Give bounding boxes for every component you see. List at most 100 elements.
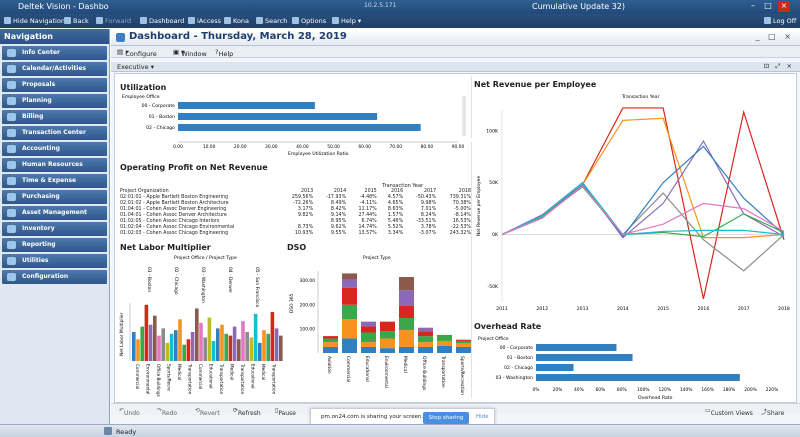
dso-bar-segment — [361, 346, 376, 353]
kona-button[interactable]: Kona — [224, 17, 249, 25]
help-link[interactable]: ? Help — [215, 48, 234, 58]
opt-value-cell: 10.93% — [294, 231, 314, 236]
sidebar-item-inventory[interactable]: Inventory — [2, 222, 107, 236]
dso-bar-segment — [399, 277, 414, 291]
sidebar-item-configuration[interactable]: Configuration — [2, 270, 107, 284]
custom-views-button[interactable]: ▭ Custom Views — [705, 407, 753, 417]
opt-value-cell: 9.55% — [330, 231, 347, 236]
utilization-tick: 90.00 — [452, 144, 465, 150]
window-titlebar: Deltek Vision - Dashbo 10.2.5.171 Cumula… — [0, 0, 800, 14]
hide-navigation-button[interactable]: Hide Navigation — [4, 17, 65, 25]
overhead-bar — [536, 374, 740, 381]
undo-button[interactable]: ↶ Undo — [119, 407, 140, 417]
logoff-button[interactable]: Log Off — [764, 17, 796, 25]
tab-executive-label: Executive — [117, 63, 149, 71]
table-row[interactable]: 01:04:01 - Cohen Assoc Denver Engineerin… — [118, 207, 473, 213]
opt-value-cell: 16.53% — [452, 219, 471, 224]
sidebar-item-planning[interactable]: Planning — [2, 94, 107, 108]
table-row[interactable]: 01:02:03 - Cohen Assoc Chicago Engineeri… — [118, 231, 473, 237]
utilization-xlabel: Employee Utilization Ratio — [288, 151, 349, 157]
dso-type-label: Educational — [364, 356, 370, 382]
nlm-bar — [169, 333, 174, 361]
pause-button[interactable]: ▯ Pause — [275, 407, 296, 417]
refresh-button[interactable]: ⟳ Refresh — [233, 407, 261, 417]
search-label: Search — [265, 17, 288, 25]
redo-button[interactable]: ↷ Redo — [157, 407, 178, 417]
sidebar-item-reporting[interactable]: Reporting — [2, 238, 107, 252]
minimize-icon[interactable]: – — [751, 1, 755, 10]
opt-org-cell: 02:01:02 - Apple Bartlett Boston Archite… — [120, 201, 229, 206]
overhead-chart: Project Office 00 - Corporate 01 - Boston 0… — [478, 336, 778, 401]
sidebar-item-billing[interactable]: Billing — [2, 110, 107, 124]
table-row[interactable]: 01:02:05 - Cohen Assoc Chicago Interiors… — [118, 219, 473, 225]
sidebar-item-info-center[interactable]: Info Center — [2, 46, 107, 60]
forward-button[interactable]: Forward — [96, 17, 131, 25]
opt-org-cell: 01:02:05 - Cohen Assoc Chicago Interiors — [120, 219, 220, 224]
pause-label: Pause — [278, 410, 296, 417]
revert-button[interactable]: ⟲ Revert — [195, 407, 220, 417]
sidebar-item-asset-management[interactable]: Asset Management — [2, 206, 107, 220]
sidebar-item-accounting[interactable]: Accounting — [2, 142, 107, 156]
opt-value-cell: -50.43% — [416, 195, 437, 200]
hide-share-button[interactable]: Hide — [476, 414, 489, 420]
table-row[interactable]: 02:01:01 - Apple Bartlett Boston Enginee… — [118, 195, 473, 201]
utilization-tick: 80.00 — [421, 144, 434, 150]
nlm-type-label: Educational — [251, 364, 256, 389]
opt-value-cell: -22.53% — [450, 225, 471, 230]
nre-x-tick: 2015 — [657, 306, 669, 312]
sidebar-item-time-expense[interactable]: Time & Expense — [2, 174, 107, 188]
dashboard-icon — [116, 33, 125, 42]
window-title: Deltek Vision - Dashbo — [18, 2, 109, 11]
nre-ylabel: Net Revenue per Employee — [476, 176, 482, 236]
utilization-category-label: 00 - Corporate — [142, 103, 176, 109]
opt-col-org: Project Organization — [120, 189, 169, 194]
options-button[interactable]: Options — [292, 17, 326, 25]
dso-type-label: Aviation — [326, 356, 332, 374]
stop-sharing-button[interactable]: Stop sharing — [423, 412, 469, 424]
nlm-bar — [232, 326, 237, 361]
overhead-tick: 0% — [533, 387, 540, 393]
dso-bar-segment — [456, 343, 471, 347]
forward-label: Forward — [105, 17, 132, 25]
overhead-bar — [536, 364, 574, 371]
opt-value-cell: -33.51% — [416, 219, 437, 224]
table-row[interactable]: 01:04:01 - Cohen Assoc Denver Architectu… — [118, 213, 473, 219]
sidebar-item-transaction-center[interactable]: Transaction Center — [2, 126, 107, 140]
maximize-icon[interactable]: □ — [764, 1, 772, 10]
nre-x-tick: 2014 — [617, 306, 629, 312]
sidebar-item-purchasing[interactable]: Purchasing — [2, 190, 107, 204]
share-button[interactable]: ⤴ Share — [761, 409, 785, 417]
nlm-bar — [266, 333, 270, 361]
table-row[interactable]: 01:02:04 - Cohen Assoc Chicago Environme… — [118, 225, 473, 231]
opt-value-cell: 4.57% — [387, 195, 404, 200]
dso-bar-segment — [399, 330, 414, 347]
tab-controls[interactable]: ⊡ ⤢ × — [763, 62, 794, 70]
sidebar-item-proposals[interactable]: Proposals — [2, 78, 107, 92]
opt-value-cell: 1.57% — [387, 213, 404, 218]
dashboard-title: Dashboard - Thursday, March 28, 2019 — [129, 31, 347, 42]
utilization-scrollbar[interactable] — [462, 96, 466, 136]
nre-series-line — [501, 145, 785, 238]
nre-y-tick: 100K — [486, 128, 499, 134]
dashboard-label: Dashboard — [149, 17, 185, 25]
search-button[interactable]: Search — [256, 17, 287, 25]
overhead-title: Overhead Rate — [474, 322, 542, 331]
sidebar-item-utilities[interactable]: Utilities — [2, 254, 107, 268]
sidebar-item-human-resources[interactable]: Human Resources — [2, 158, 107, 172]
configure-menu[interactable]: ▤ Configure ▾ — [117, 48, 157, 58]
overhead-category-label: 03 - Washington — [496, 375, 534, 381]
dashboard-button[interactable]: Dashboard — [140, 17, 184, 25]
dashboard-window-controls[interactable]: _ □ × — [755, 32, 794, 41]
iaccess-button[interactable]: iAccess — [188, 17, 221, 25]
sidebar-item-calendar-activities[interactable]: Calendar/Activities — [2, 62, 107, 76]
close-icon[interactable]: × — [778, 1, 790, 12]
sidebar-item-label: Transaction Center — [22, 129, 86, 136]
nlm-title: Net Labor Multiplier — [120, 243, 211, 252]
share-message: pm.on24.com is sharing your screen. — [321, 414, 424, 420]
tab-executive[interactable]: Executive ▾ — [117, 63, 154, 71]
dso-tick: 100.00 — [300, 326, 316, 332]
back-button[interactable]: Back — [64, 17, 89, 25]
help-menu-button[interactable]: Help ▾ — [332, 17, 361, 25]
window-menu[interactable]: ▣ Window ▾ — [173, 48, 207, 58]
table-row[interactable]: 02:01:02 - Apple Bartlett Boston Archite… — [118, 201, 473, 207]
